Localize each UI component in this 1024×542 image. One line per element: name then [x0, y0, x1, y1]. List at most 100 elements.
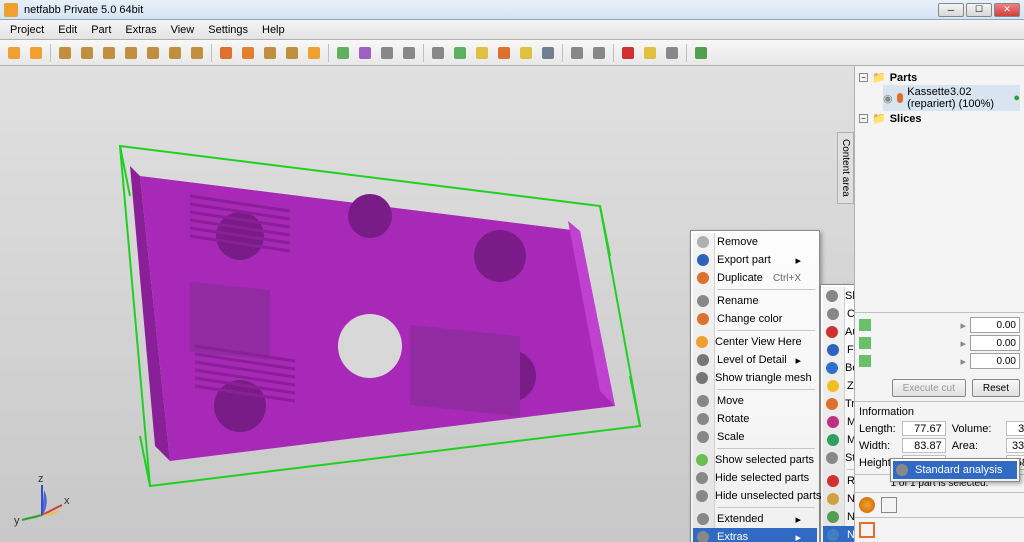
- toolbar-button-9[interactable]: [187, 43, 207, 63]
- menu-settings[interactable]: Settings: [202, 22, 254, 38]
- toolbar-button-22[interactable]: [428, 43, 448, 63]
- menu-item-repair-part[interactable]: Repair part: [823, 472, 854, 490]
- generic-icon: [895, 462, 909, 478]
- menu-item-rename[interactable]: Rename: [693, 292, 817, 310]
- menu-item-triangle-reduction[interactable]: Triangle reduction: [823, 395, 854, 413]
- reset-button[interactable]: Reset: [972, 379, 1020, 397]
- menu-item-mesh-smoothing[interactable]: Mesh smoothing: [823, 413, 854, 431]
- toolbar-button-19[interactable]: [377, 43, 397, 63]
- context-menu-main[interactable]: RemoveExport part▸DuplicateCtrl+XRenameC…: [690, 230, 820, 542]
- menu-help[interactable]: Help: [256, 22, 291, 38]
- toolbar-button-20[interactable]: [399, 43, 419, 63]
- generic-icon: [825, 509, 841, 525]
- menu-item-new-analysis[interactable]: New analysis▸: [823, 526, 854, 542]
- toolbar-button-13[interactable]: [260, 43, 280, 63]
- toolbar-button-26[interactable]: [516, 43, 536, 63]
- icon-2[interactable]: [881, 497, 897, 513]
- visibility-icon[interactable]: ◉: [883, 92, 893, 105]
- toolbar-button-27[interactable]: [538, 43, 558, 63]
- arrow-icon[interactable]: ▸: [960, 337, 966, 350]
- menu-item-show-selected-parts[interactable]: Show selected parts: [693, 451, 817, 469]
- menu-item-duplicate[interactable]: DuplicateCtrl+X: [693, 269, 817, 287]
- menu-item-remove[interactable]: Remove: [693, 233, 817, 251]
- generic-icon: [825, 288, 839, 304]
- axis-widget[interactable]: x y z: [12, 470, 72, 530]
- toolbar-button-6[interactable]: [121, 43, 141, 63]
- viewport-3d[interactable]: x y z RemoveExport part▸DuplicateCtrl+X R…: [0, 66, 854, 542]
- sidebar-tab[interactable]: Content area: [837, 132, 854, 204]
- arrow-icon[interactable]: ▸: [960, 355, 966, 368]
- cut-value-1[interactable]: [970, 335, 1020, 351]
- toolbar-button-30[interactable]: [589, 43, 609, 63]
- tree-part-item[interactable]: ◉ Kassette3.02 (repariert) (100%) ●: [883, 85, 1020, 111]
- collapse-icon[interactable]: −: [859, 114, 868, 123]
- collapse-icon[interactable]: −: [859, 73, 868, 82]
- tree-slices-root[interactable]: − 📁 Slices: [859, 111, 1020, 126]
- menu-item-hide-unselected-parts[interactable]: Hide unselected parts: [693, 487, 817, 505]
- menu-item-standard-analysis[interactable]: Standard analysis: [893, 461, 1017, 479]
- toolbar-button-23[interactable]: [450, 43, 470, 63]
- toolbar-button-29[interactable]: [567, 43, 587, 63]
- toolbar-button-11[interactable]: [216, 43, 236, 63]
- menu-item-automatic-part-repair[interactable]: Automatic part repair: [823, 323, 854, 341]
- context-menu-extras[interactable]: Slice selected partsCreate shellAutomati…: [820, 284, 854, 542]
- parts-tree[interactable]: − 📁 Parts ◉ Kassette3.02 (repariert) (10…: [855, 66, 1024, 130]
- menu-item-z-compensation[interactable]: Z-Compensation: [823, 377, 854, 395]
- minimize-button[interactable]: ─: [938, 3, 964, 17]
- toolbar-button-8[interactable]: [165, 43, 185, 63]
- close-button[interactable]: ✕: [994, 3, 1020, 17]
- menu-edit[interactable]: Edit: [52, 22, 83, 38]
- toolbar-button-15[interactable]: [304, 43, 324, 63]
- context-menu-analysis[interactable]: Standard analysis: [890, 458, 1020, 482]
- menu-item-change-color[interactable]: Change color: [693, 310, 817, 328]
- toolbar-button-33[interactable]: [640, 43, 660, 63]
- menu-extras[interactable]: Extras: [119, 22, 162, 38]
- toolbar-button-0[interactable]: [4, 43, 24, 63]
- execute-cut-button[interactable]: Execute cut: [892, 379, 966, 397]
- maximize-button[interactable]: ☐: [966, 3, 992, 17]
- toolbar-button-7[interactable]: [143, 43, 163, 63]
- menu-item-slice-selected-parts[interactable]: Slice selected parts: [823, 287, 854, 305]
- menu-item-hide-selected-parts[interactable]: Hide selected parts: [693, 469, 817, 487]
- menu-item-boolean-operations[interactable]: Boolean operations: [823, 359, 854, 377]
- menu-view[interactable]: View: [165, 22, 201, 38]
- menu-item-new-test[interactable]: New Test: [823, 508, 854, 526]
- menu-item-export-part[interactable]: Export part▸: [693, 251, 817, 269]
- icon-1[interactable]: [859, 497, 875, 513]
- toolbar-button-5[interactable]: [99, 43, 119, 63]
- menu-item-free-cut[interactable]: Free cut: [823, 341, 854, 359]
- arrow-icon[interactable]: ▸: [960, 319, 966, 332]
- toolbar-button-25[interactable]: [494, 43, 514, 63]
- sidebar-bottom-icons: [855, 492, 1024, 517]
- menu-item-new-measuring[interactable]: New Measuring: [823, 490, 854, 508]
- menu-item-stereographic-view[interactable]: Stereographic View: [823, 449, 854, 467]
- menu-item-extras[interactable]: Extras▸: [693, 528, 817, 542]
- toolbar-button-32[interactable]: [618, 43, 638, 63]
- toolbar-button-3[interactable]: [55, 43, 75, 63]
- toolbar-button-17[interactable]: [333, 43, 353, 63]
- menu-item-create-shell[interactable]: Create shell: [823, 305, 854, 323]
- menu-item-extended[interactable]: Extended▸: [693, 510, 817, 528]
- menu-item-rotate[interactable]: Rotate: [693, 410, 817, 428]
- toolbar-button-12[interactable]: [238, 43, 258, 63]
- tree-parts-root[interactable]: − 📁 Parts: [859, 70, 1020, 85]
- menu-project[interactable]: Project: [4, 22, 50, 38]
- toolbar-button-36[interactable]: [691, 43, 711, 63]
- menu-item-show-triangle-mesh[interactable]: Show triangle mesh: [693, 369, 817, 387]
- menu-item-move[interactable]: Move: [693, 392, 817, 410]
- menu-part[interactable]: Part: [85, 22, 117, 38]
- length-label: Length:: [859, 423, 896, 435]
- menu-item-level-of-detail[interactable]: Level of Detail▸: [693, 351, 817, 369]
- menu-item-mesh-viewer[interactable]: Mesh viewer: [823, 431, 854, 449]
- toolbar-button-1[interactable]: [26, 43, 46, 63]
- toolbar-button-34[interactable]: [662, 43, 682, 63]
- cut-value-2[interactable]: [970, 353, 1020, 369]
- icon-3[interactable]: [859, 522, 875, 538]
- menu-item-center-view-here[interactable]: Center View Here: [693, 333, 817, 351]
- toolbar-button-14[interactable]: [282, 43, 302, 63]
- menu-item-scale[interactable]: Scale: [693, 428, 817, 446]
- toolbar-button-24[interactable]: [472, 43, 492, 63]
- toolbar-button-4[interactable]: [77, 43, 97, 63]
- toolbar-button-18[interactable]: [355, 43, 375, 63]
- cut-value-0[interactable]: [970, 317, 1020, 333]
